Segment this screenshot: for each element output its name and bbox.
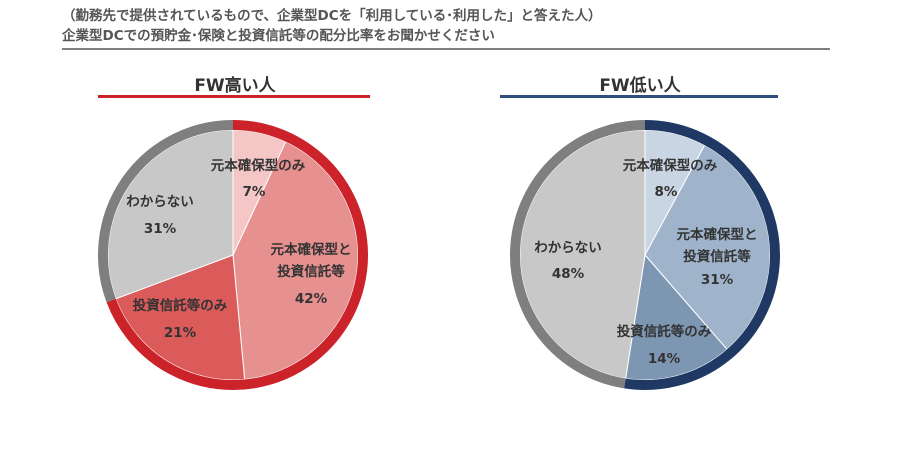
pie-title-underline-fw-high: [98, 95, 370, 98]
pie-label-principal-and-funds-fw-high: 投資信託等: [277, 263, 345, 280]
pie-value-principal-and-funds-fw-low: 31%: [701, 272, 734, 288]
pie-label-principal-and-funds-fw-low: 元本確保型と: [677, 226, 758, 243]
pie-known-ring-fw-high: [106, 120, 368, 390]
pie-title-fw-high: FW高い人: [194, 76, 276, 96]
pie-label-principal-and-funds-fw-high: 元本確保型と: [271, 241, 352, 258]
header-divider: [62, 48, 830, 50]
pie-unknown-ring-fw-low: [510, 120, 646, 389]
pie-known-ring-fw-low: [624, 120, 780, 390]
pie-title-fw-low: FW低い人: [599, 76, 681, 96]
pie-value-unknown-fw-high: 31%: [144, 221, 177, 237]
pie-slice-funds-only-fw-high: [115, 254, 246, 381]
pie-title-underline-fw-low: [500, 95, 778, 98]
pie-slice-principal-and-funds-fw-high: [232, 141, 359, 381]
pie-label-unknown-fw-low: わからない: [534, 240, 602, 256]
pie-slice-unknown-fw-low: [519, 129, 646, 380]
pie-label-principal-only-fw-high: 元本確保型のみ: [211, 157, 306, 174]
pie-value-unknown-fw-low: 48%: [552, 266, 585, 282]
pie-slice-funds-only-fw-low: [625, 253, 728, 381]
pie-unknown-ring-fw-high: [98, 120, 234, 303]
chart-header: （勤務先で提供されているもので、企業型DCを「利用している･利用した」と答えた人…: [62, 6, 832, 46]
pie-label-principal-only-fw-low: 元本確保型のみ: [623, 157, 718, 174]
pie-value-principal-only-fw-low: 8%: [655, 184, 678, 200]
pie-value-principal-and-funds-fw-high: 42%: [295, 291, 328, 307]
pie-label-funds-only-fw-high: 投資信託等のみ: [133, 297, 228, 314]
pie-value-funds-only-fw-low: 14%: [648, 351, 681, 367]
pie-label-principal-and-funds-fw-low: 投資信託等: [683, 248, 751, 265]
pie-value-principal-only-fw-high: 7%: [243, 184, 266, 200]
pie-value-funds-only-fw-high: 21%: [164, 325, 197, 341]
pie-label-funds-only-fw-low: 投資信託等のみ: [617, 323, 712, 340]
header-question: 企業型DCでの預貯金･保険と投資信託等の配分比率をお聞かせください: [62, 28, 495, 44]
pie-label-unknown-fw-high: わからない: [126, 194, 194, 210]
header-subtitle: （勤務先で提供されているもので、企業型DCを「利用している･利用した」と答えた人…: [62, 8, 602, 24]
pie-slice-principal-and-funds-fw-low: [644, 144, 771, 351]
